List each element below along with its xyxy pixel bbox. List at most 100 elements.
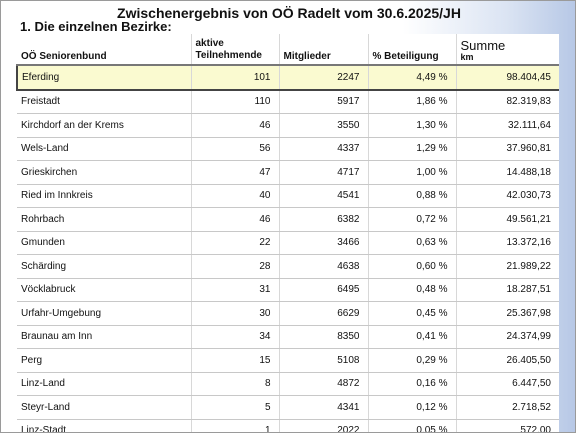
cell-mitglieder: 4541 (279, 184, 369, 208)
cell-aktive: 47 (191, 160, 280, 185)
table-row: Gmunden 22 3466 0,63 % 13.372,16 (17, 231, 559, 255)
cell-km: 82.319,83 (456, 89, 559, 114)
cell-km: 26.405,50 (456, 348, 559, 373)
cell-km: 24.374,99 (456, 325, 559, 349)
table-row: Eferding 101 2247 4,49 % 98.404,45 (16, 64, 559, 91)
table-row: Linz-Stadt 1 2022 0,05 % 572,00 (17, 419, 559, 432)
cell-aktive: 22 (191, 231, 280, 255)
table-row: Steyr-Land 5 4341 0,12 % 2.718,52 (17, 395, 559, 420)
cell-mitglieder: 8350 (279, 325, 369, 349)
cell-beteiligung: 0,41 % (368, 325, 457, 349)
cell-bezirk: Grieskirchen (17, 160, 192, 185)
cell-km: 98.404,45 (456, 64, 559, 91)
table-row: Wels-Land 56 4337 1,29 % 37.960,81 (17, 137, 559, 161)
cell-km: 13.372,16 (456, 231, 559, 255)
cell-aktive: 46 (191, 207, 280, 232)
table-row: Rohrbach 46 6382 0,72 % 49.561,21 (17, 207, 559, 232)
cell-bezirk: Rohrbach (17, 207, 192, 232)
cell-aktive: 15 (191, 348, 280, 373)
cell-mitglieder: 6495 (279, 278, 369, 302)
cell-mitglieder: 4341 (279, 395, 369, 420)
cell-aktive: 1 (191, 419, 280, 432)
cell-beteiligung: 1,00 % (368, 160, 457, 185)
table-row: Ried im Innkreis 40 4541 0,88 % 42.030,73 (17, 184, 559, 208)
table-row: Vöcklabruck 31 6495 0,48 % 18.287,51 (17, 278, 559, 302)
cell-mitglieder: 4337 (279, 137, 369, 161)
cell-bezirk: Kirchdorf an der Krems (17, 113, 192, 138)
cell-beteiligung: 0,29 % (368, 348, 457, 373)
cell-beteiligung: 0,45 % (368, 301, 457, 326)
cell-mitglieder: 4638 (279, 254, 369, 279)
cell-bezirk: Vöcklabruck (17, 278, 192, 302)
cell-beteiligung: 4,49 % (368, 64, 457, 91)
cell-aktive: 40 (191, 184, 280, 208)
cell-mitglieder: 4717 (279, 160, 369, 185)
cell-mitglieder: 5108 (279, 348, 369, 373)
header-beteiligung: % Beteiligung (368, 34, 457, 66)
cell-bezirk: Schärding (17, 254, 192, 279)
cell-km: 18.287,51 (456, 278, 559, 302)
table-row: Schärding 28 4638 0,60 % 21.989,22 (17, 254, 559, 279)
cell-mitglieder: 4872 (279, 372, 369, 396)
cell-mitglieder: 6629 (279, 301, 369, 326)
cell-beteiligung: 0,16 % (368, 372, 457, 396)
cell-bezirk: Eferding (16, 64, 192, 91)
cell-km: 37.960,81 (456, 137, 559, 161)
table-row: Braunau am Inn 34 8350 0,41 % 24.374,99 (17, 325, 559, 349)
cell-aktive: 34 (191, 325, 280, 349)
cell-beteiligung: 0,12 % (368, 395, 457, 420)
cell-mitglieder: 5917 (279, 89, 369, 114)
cell-km: 14.488,18 (456, 160, 559, 185)
table-row: Freistadt 110 5917 1,86 % 82.319,83 (17, 89, 559, 114)
cell-aktive: 5 (191, 395, 280, 420)
cell-km: 25.367,98 (456, 301, 559, 326)
cell-beteiligung: 1,30 % (368, 113, 457, 138)
cell-aktive: 46 (191, 113, 280, 138)
cell-aktive: 31 (191, 278, 280, 302)
district-results-table: OÖ Seniorenbund aktive Teilnehmende Mitg… (16, 34, 559, 432)
cell-bezirk: Wels-Land (17, 137, 192, 161)
table-header-row: OÖ Seniorenbund aktive Teilnehmende Mitg… (17, 34, 559, 66)
section-heading: 1. Die einzelnen Bezirke: (20, 19, 172, 34)
cell-aktive: 101 (191, 64, 280, 91)
cell-aktive: 8 (191, 372, 280, 396)
cell-bezirk: Linz-Stadt (17, 419, 192, 432)
cell-km: 42.030,73 (456, 184, 559, 208)
cell-aktive: 110 (191, 89, 280, 114)
cell-bezirk: Linz-Land (17, 372, 192, 396)
cell-aktive: 28 (191, 254, 280, 279)
cell-bezirk: Steyr-Land (17, 395, 192, 420)
cell-beteiligung: 0,05 % (368, 419, 457, 432)
cell-bezirk: Gmunden (17, 231, 192, 255)
cell-mitglieder: 3550 (279, 113, 369, 138)
cell-km: 32.111,64 (456, 113, 559, 138)
cell-bezirk: Freistadt (17, 89, 192, 114)
table-row: Perg 15 5108 0,29 % 26.405,50 (17, 348, 559, 373)
cell-beteiligung: 0,88 % (368, 184, 457, 208)
cell-bezirk: Perg (17, 348, 192, 373)
header-bezirk: OÖ Seniorenbund (17, 34, 192, 66)
cell-mitglieder: 3466 (279, 231, 369, 255)
cell-bezirk: Urfahr-Umgebung (17, 301, 192, 326)
cell-beteiligung: 1,29 % (368, 137, 457, 161)
cell-mitglieder: 2022 (279, 419, 369, 432)
cell-bezirk: Braunau am Inn (17, 325, 192, 349)
header-mitglieder: Mitglieder (279, 34, 369, 66)
cell-beteiligung: 1,86 % (368, 89, 457, 114)
cell-mitglieder: 2247 (279, 64, 369, 91)
table-row: Kirchdorf an der Krems 46 3550 1,30 % 32.111… (17, 113, 559, 138)
header-aktive: aktive Teilnehmende (191, 34, 280, 66)
cell-beteiligung: 0,63 % (368, 231, 457, 255)
header-aktive-line1: aktive (195, 38, 224, 49)
header-summe: Summe km (456, 34, 559, 66)
cell-aktive: 56 (191, 137, 280, 161)
table-row: Linz-Land 8 4872 0,16 % 6.447,50 (17, 372, 559, 396)
cell-beteiligung: 0,72 % (368, 207, 457, 232)
cell-bezirk: Ried im Innkreis (17, 184, 192, 208)
cell-mitglieder: 6382 (279, 207, 369, 232)
table-row: Grieskirchen 47 4717 1,00 % 14.488,18 (17, 160, 559, 185)
cell-beteiligung: 0,60 % (368, 254, 457, 279)
header-aktive-line2: Teilnehmende (195, 50, 263, 61)
cell-km: 572,00 (456, 419, 559, 432)
